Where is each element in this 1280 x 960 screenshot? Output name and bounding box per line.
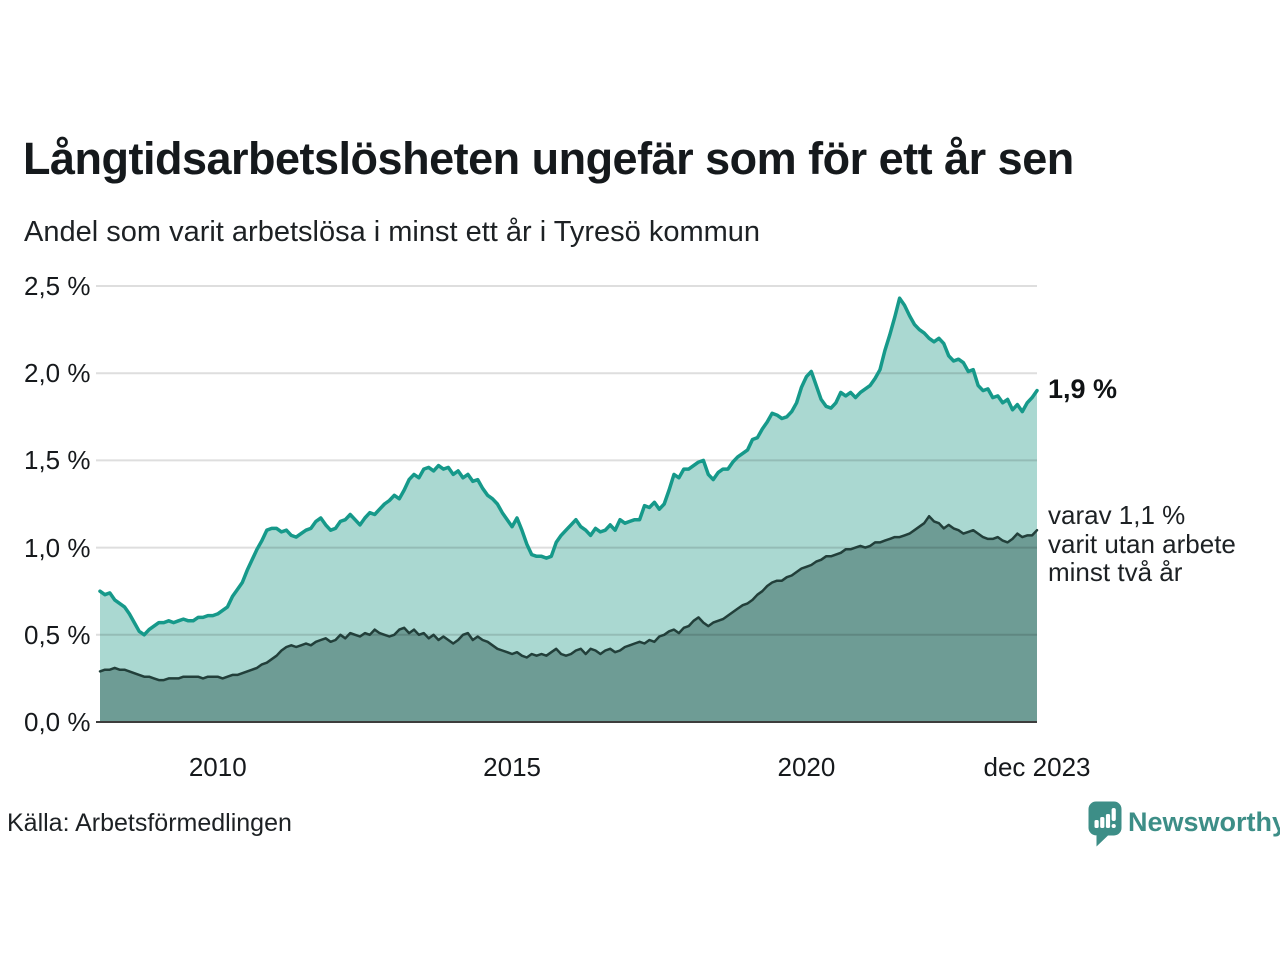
page-title: Långtidsarbetslösheten ungefär som för e… — [23, 133, 1074, 184]
two-year-area-fill — [100, 516, 1037, 722]
newsworthy-brand-name: Newsworthy — [1128, 807, 1280, 837]
two-year-annotation-line3: minst två år — [1048, 557, 1183, 587]
total-line — [98, 296, 1039, 637]
latest-value-annotation: 1,9 % — [1048, 374, 1118, 404]
x-axis-tick-label: 2010 — [188, 752, 247, 782]
y-axis-tick-label: 0,5 % — [24, 619, 91, 650]
newsworthy-logo-icon — [1088, 801, 1122, 847]
y-axis-tick-label: 2,5 % — [24, 271, 91, 301]
two-year-line — [98, 514, 1039, 682]
y-axis-tick-label: 0,0 % — [24, 707, 91, 737]
two-year-annotation-line2: varit utan arbete — [1048, 528, 1236, 559]
y-axis-tick-label: 2,0 % — [24, 358, 91, 389]
two-year-annotation-line1: varav 1,1 % — [1048, 500, 1186, 530]
two-year-annotation: varav 1,1 % varit utan arbete minst två … — [1048, 501, 1236, 587]
chart-subtitle: Andel som varit arbetslösa i minst ett å… — [24, 216, 761, 248]
x-axis-tick-label: dec 2023 — [983, 752, 1091, 782]
source-credit: Källa: Arbetsförmedlingen — [7, 809, 292, 837]
y-axis-tick-label: 1,5 % — [24, 445, 91, 476]
x-axis-tick-label: 2015 — [483, 752, 541, 782]
y-axis-tick-label: 1,0 % — [24, 532, 91, 563]
x-axis-tick-label: 2020 — [777, 752, 836, 782]
